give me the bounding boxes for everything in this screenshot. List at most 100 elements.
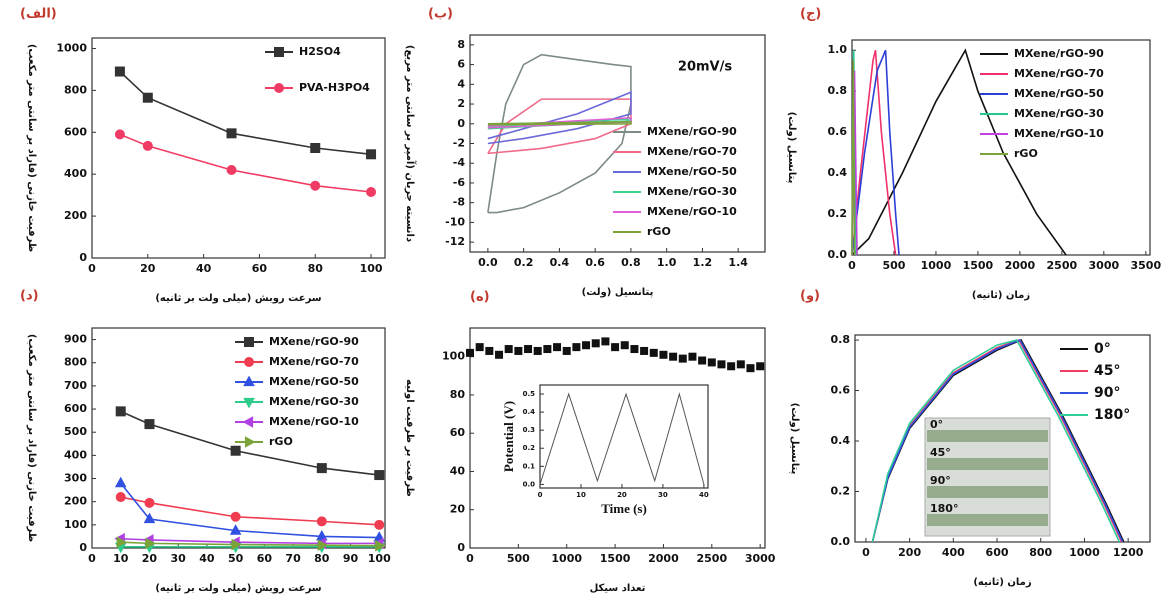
y-tick-label: 0.2 (831, 485, 851, 498)
x-axis-title: سرعت روبش (میلی ولت بر ثانیه) (155, 583, 321, 594)
x-tick-label: 0 (538, 491, 543, 499)
marker (678, 354, 687, 363)
panel-label: (ه) (470, 290, 490, 305)
y-tick-label: 400 (64, 167, 87, 180)
y-tick-label: 400 (64, 448, 87, 461)
legend-label: MXene/rGO-10 (1014, 127, 1104, 140)
marker (601, 337, 610, 346)
photo-label: 90° (930, 474, 951, 487)
series-line (487, 120, 632, 126)
x-tick-label: 70 (285, 552, 301, 565)
marker (640, 346, 649, 355)
plot-frame (539, 384, 709, 489)
marker (142, 92, 153, 103)
marker (707, 358, 716, 367)
x-tick-label: 500 (507, 552, 530, 565)
marker (230, 511, 241, 522)
y-tick-label: 100 (442, 350, 465, 363)
x-tick-label: 500 (882, 259, 905, 272)
marker (366, 187, 377, 197)
y-tick-label: 4 (457, 77, 465, 90)
x-tick-label: 2000 (648, 552, 679, 565)
marker (374, 519, 385, 530)
y-axis-title: ظرفیت بر ظرفیت اولیه (404, 379, 415, 497)
y-tick-label: 0.0 (831, 535, 851, 548)
x-tick-label: 1000 (1069, 546, 1100, 559)
legend-label: MXene/rGO-50 (647, 165, 737, 178)
x-tick-label: 80 (314, 552, 330, 565)
marker (533, 346, 542, 355)
y-tick-label: -8 (453, 196, 465, 209)
marker (230, 445, 241, 456)
marker (543, 345, 552, 354)
x-tick-label: 0.2 (514, 256, 534, 269)
x-tick-label: 10 (113, 552, 129, 565)
marker (274, 83, 284, 93)
y-tick-label: -12 (445, 235, 465, 248)
x-tick-label: 0 (88, 262, 96, 275)
marker (669, 352, 678, 361)
panel-label: (د) (20, 289, 39, 304)
inset-chart: 0 10 20 30 40 0.0 0.1 0.2 0.3 0.4 0.5 Time (s) Poten… (501, 384, 709, 516)
y-tick-label: 0 (79, 251, 87, 264)
y-tick-label: 500 (64, 425, 87, 438)
x-tick-label: 100 (360, 262, 383, 275)
marker (115, 406, 126, 417)
marker (115, 492, 126, 503)
marker (756, 362, 765, 371)
y-tick-label: 0 (457, 541, 465, 554)
legend-label: rGO (1014, 147, 1038, 160)
y-tick-label: -2 (453, 137, 465, 150)
x-tick-label: 100 (368, 552, 391, 565)
y-tick-label: -4 (453, 156, 466, 169)
x-tick-label: 30 (658, 491, 668, 499)
x-tick-label: 90 (343, 552, 359, 565)
legend-label: rGO (647, 225, 671, 238)
x-tick-label: 0 (848, 259, 856, 272)
y-tick-label: 0.0 (523, 480, 536, 488)
legend-label: MXene/rGO-10 (647, 205, 737, 218)
marker (620, 341, 629, 350)
legend-label: 180° (1094, 407, 1130, 423)
y-tick-label: 0.2 (523, 444, 536, 452)
marker (143, 512, 156, 524)
x-axis-title: سرعت روبش (میلی ولت بر ثانیه) (155, 293, 321, 304)
series-line (851, 48, 1067, 256)
marker (231, 538, 243, 551)
x-tick-label: 20 (617, 491, 627, 499)
legend-label: MXene/rGO-90 (647, 125, 737, 138)
y-tick-label: 0.4 (831, 434, 851, 447)
marker (226, 128, 237, 139)
marker (630, 345, 639, 354)
y-tick-label: 1000 (56, 41, 87, 54)
x-tick-label: 400 (942, 546, 965, 559)
y-axis-title: Potential (V) (501, 401, 516, 472)
y-tick-label: 600 (64, 125, 87, 138)
legend-label: MXene/rGO-70 (647, 145, 737, 158)
legend-label: MXene/rGO-30 (1014, 107, 1104, 120)
marker (310, 180, 321, 191)
y-tick-label: 0 (79, 541, 87, 554)
chart-panel: 0.0 0.2 0.4 0.6 0.8 1.0 1.2 1.4 -12 -10 -8 -6 -4 -2 0 2… (404, 7, 766, 298)
legend-label: MXene/rGO-50 (269, 375, 359, 388)
y-tick-label: 300 (64, 472, 87, 485)
x-axis-title: Time (s) (601, 501, 647, 516)
series-line (851, 60, 856, 256)
y-tick-label: 800 (64, 356, 87, 369)
y-tick-label: 100 (64, 518, 87, 531)
y-tick-label: 0.4 (523, 408, 536, 416)
marker (243, 375, 255, 387)
marker (514, 346, 523, 355)
photo-strip (927, 486, 1048, 498)
marker (553, 343, 562, 352)
y-tick-label: 20 (450, 503, 466, 516)
marker (244, 337, 254, 347)
marker (572, 343, 581, 352)
x-tick-label: 60 (257, 552, 273, 565)
marker (145, 537, 156, 550)
x-tick-label: 1.0 (657, 256, 677, 269)
marker (649, 348, 658, 357)
marker (142, 140, 153, 151)
marker (562, 346, 571, 355)
